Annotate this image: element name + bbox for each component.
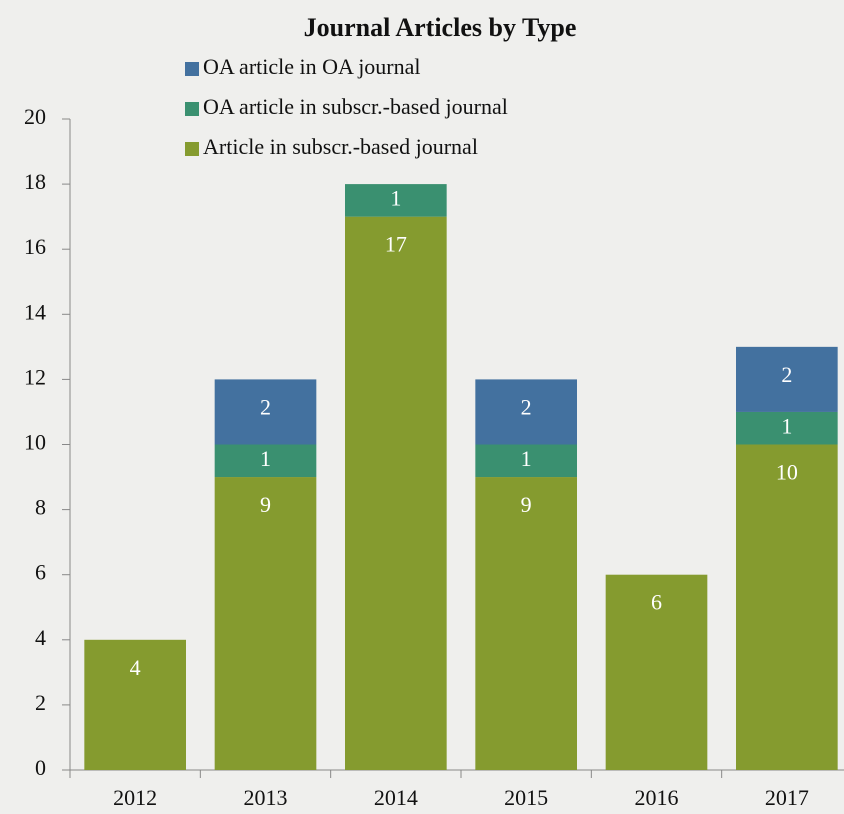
bar-segment — [475, 444, 577, 478]
x-tick-label: 2017 — [765, 785, 809, 810]
y-tick-label: 18 — [24, 169, 46, 194]
bar-segment — [214, 379, 317, 445]
legend-label: Article in subscr.-based journal — [203, 134, 478, 159]
data-label: 2 — [260, 394, 271, 419]
bar-segment — [475, 379, 577, 445]
bar-segment — [736, 411, 838, 445]
legend-swatch — [185, 62, 199, 76]
bar-segment — [475, 477, 577, 770]
legend-swatch — [185, 142, 199, 156]
data-label: 9 — [260, 492, 271, 517]
legend-label: OA article in subscr.-based journal — [203, 94, 508, 119]
data-label: 1 — [390, 185, 401, 210]
legend-label: OA article in OA journal — [203, 54, 421, 79]
bar-segment — [214, 444, 317, 478]
x-tick-label: 2013 — [244, 785, 288, 810]
bar-segment — [214, 477, 317, 770]
y-tick-label: 16 — [24, 234, 46, 259]
y-tick-label: 6 — [35, 560, 46, 585]
bar-segment — [84, 639, 186, 770]
y-tick-label: 8 — [35, 495, 46, 520]
bar-segment — [736, 346, 838, 412]
bar-segment — [736, 444, 838, 770]
x-tick-label: 2015 — [504, 785, 548, 810]
x-tick-label: 2012 — [113, 785, 157, 810]
data-label: 1 — [260, 446, 271, 471]
data-label: 9 — [521, 492, 532, 517]
legend-swatch — [185, 102, 199, 116]
data-label: 1 — [521, 446, 532, 471]
y-tick-label: 12 — [24, 364, 46, 389]
data-label: 2 — [781, 362, 792, 387]
data-label: 1 — [781, 413, 792, 438]
y-tick-label: 14 — [24, 299, 46, 324]
y-tick-label: 0 — [35, 755, 46, 780]
data-label: 10 — [776, 460, 798, 485]
data-label: 2 — [521, 394, 532, 419]
x-tick-label: 2014 — [374, 785, 418, 810]
x-tick-label: 2016 — [635, 785, 679, 810]
chart-title: Journal Articles by Type — [304, 13, 577, 42]
data-label: 17 — [385, 232, 407, 257]
y-tick-label: 20 — [24, 104, 46, 129]
bar-segment — [605, 574, 708, 770]
y-tick-label: 4 — [35, 625, 46, 650]
y-tick-label: 2 — [35, 690, 46, 715]
data-label: 4 — [130, 655, 141, 680]
y-tick-label: 10 — [24, 430, 46, 455]
data-label: 6 — [651, 590, 662, 615]
bar-segment — [345, 184, 447, 217]
bar-segment — [345, 216, 447, 770]
